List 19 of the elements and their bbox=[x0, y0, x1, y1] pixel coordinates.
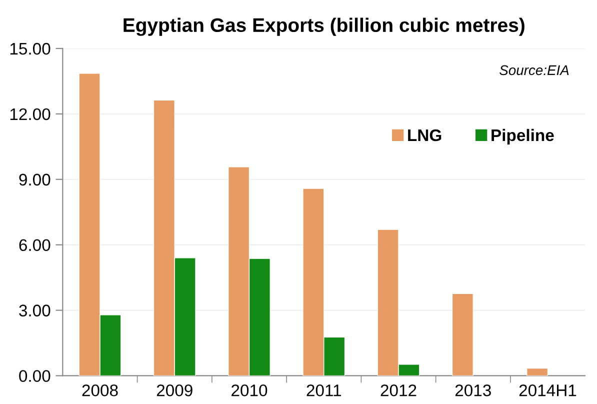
x-tick-label: 2008 bbox=[82, 384, 118, 396]
x-tick-label: 2013 bbox=[455, 384, 491, 396]
y-tick-label: 0.00 bbox=[19, 370, 50, 382]
bar bbox=[452, 293, 474, 376]
x-tick-label: 2009 bbox=[156, 384, 192, 396]
bar bbox=[526, 368, 548, 376]
x-tick-label: 2012 bbox=[380, 384, 416, 396]
y-tick-label: 15.00 bbox=[10, 42, 50, 55]
annotation: Source:EIA bbox=[500, 65, 569, 76]
x-tick-label: 2014H1 bbox=[519, 384, 576, 396]
y-tick-label: 3.00 bbox=[19, 304, 50, 316]
y-tick-label: 6.00 bbox=[19, 239, 50, 252]
y-tick-label: 9.00 bbox=[19, 174, 50, 186]
legend-label: Pipeline bbox=[492, 128, 554, 144]
x-tick-label: 2011 bbox=[306, 384, 341, 396]
legend-label: LNG bbox=[408, 129, 442, 142]
y-tick-label: 12.00 bbox=[10, 108, 50, 120]
chart-title: Egyptian Gas Exports (billion cubic metres) bbox=[124, 18, 524, 36]
x-tick-label: 2010 bbox=[232, 384, 268, 396]
